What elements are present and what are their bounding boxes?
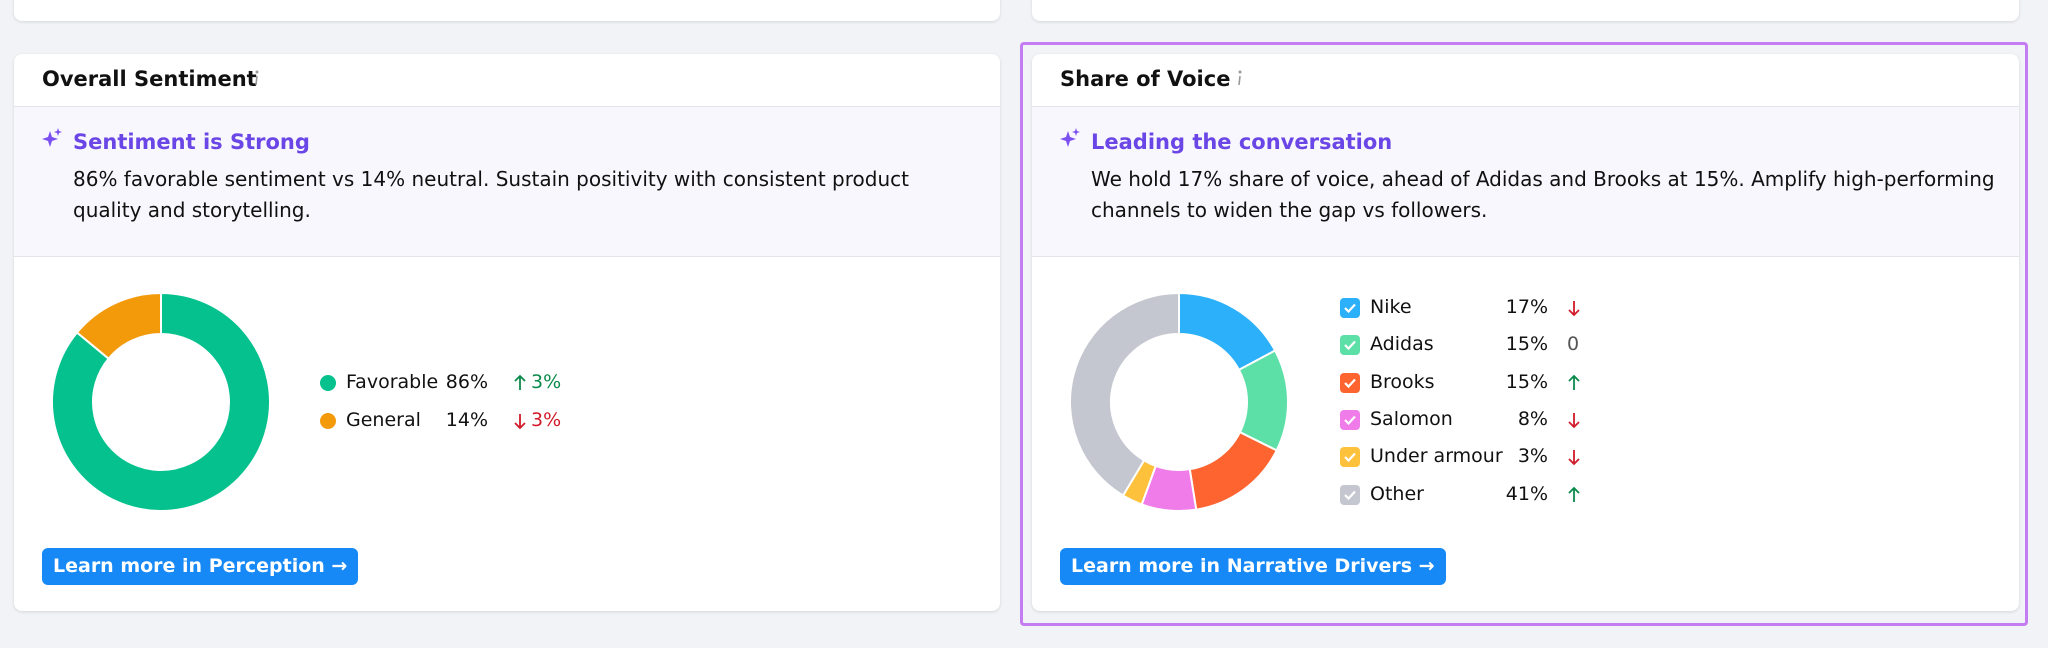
legend-value: 15% [1505,370,1548,393]
checkbox-tick [1344,341,1356,351]
card-top [1032,0,2019,21]
legend-name: Other [1370,482,1424,505]
trend-arrow [1568,374,1580,390]
insight: Sentiment is Strong 86% favorable sentime… [14,106,1000,257]
info-stem [255,75,258,86]
legend-checkbox[interactable] [1340,409,1360,430]
card: Overall Sentiment Sentiment is Strong 86% … [14,54,1000,611]
legend-change: 3% [531,371,562,393]
donut-segment [51,291,271,512]
checkbox-tick [1344,378,1356,388]
legend-value: 86% [445,371,488,393]
selection-outline [1020,42,2028,626]
checkbox-box [1340,409,1360,430]
checkbox-box [1340,335,1360,356]
legend-checkbox[interactable] [1340,298,1360,318]
legend-name: Nike [1370,296,1412,318]
info-dot [1238,70,1242,74]
arrow-path [1568,486,1580,502]
trend-arrow [1568,450,1580,466]
insight-text: 86% favorable sentiment vs 14% neutral. … [73,167,909,222]
checkbox-box [1340,447,1360,468]
card-title: Overall Sentiment [42,67,257,91]
insight-heading: Sentiment is Strong [73,130,310,154]
arrow-path [514,413,526,429]
legend-name: Brooks [1370,370,1435,393]
checkbox-box [1340,372,1360,393]
legend-value: 14% [445,408,488,431]
sparkle-icon [42,128,62,147]
arrow-path [1568,412,1580,429]
donut [51,291,271,512]
trend-arrow [1568,412,1580,429]
legend-checkbox[interactable] [1340,484,1360,505]
donut-segment [75,291,162,361]
arrow-path [1568,450,1580,466]
arrow-path [1568,301,1580,317]
sparkle [42,128,62,147]
sparkle [1060,128,1080,147]
legend-value: 41% [1505,482,1548,505]
insight: Leading the conversation We hold 17% shar… [1032,106,2019,257]
trend-arrow [1568,301,1580,317]
legend-checkbox[interactable] [1340,372,1360,393]
donut-segment [1069,291,1180,497]
card-top [14,0,1000,21]
legend-name: Favorable [346,371,439,393]
legend-dot [320,412,336,429]
arrow-path [514,374,526,390]
checkbox-box [1340,484,1360,505]
cta-button[interactable]: Learn more in Narrative Drivers → [1060,548,1446,585]
donut [1069,291,1289,512]
legend-value: 17% [1505,296,1548,318]
arrow-path [1568,374,1580,390]
donut-segment [1188,430,1279,511]
legend-value: 8% [1517,407,1548,430]
info-stem [1238,75,1242,86]
trend-arrow [514,413,526,429]
legend-value: 3% [1517,445,1548,468]
legend-name: Under armour [1370,445,1503,468]
info-dot [255,70,259,74]
info-icon [255,70,259,86]
legend-checkbox[interactable] [1340,335,1360,356]
legend-checkbox[interactable] [1340,447,1360,468]
legend-name: Adidas [1370,333,1434,356]
legend-name: General [346,408,421,431]
legend-change: 0 [1567,333,1580,356]
sparkle-icon [1060,128,1080,147]
legend-name: Salomon [1370,407,1453,430]
trend-arrow [514,374,526,390]
trend-arrow [1568,486,1580,502]
insight-text: We hold 17% share of voice, ahead of Adi… [1091,167,1995,222]
checkbox-tick [1344,303,1356,314]
info-icon [1238,70,1242,86]
checkbox-box [1340,298,1360,318]
cta-button[interactable]: Learn more in Perception → [42,548,359,585]
card-title: Share of Voice [1060,67,1231,91]
checkbox-tick [1344,490,1356,500]
card: Share of Voice Leading the conversation We… [1032,54,2019,611]
legend-dot [320,375,336,391]
legend-value: 15% [1505,333,1548,356]
checkbox-tick [1344,415,1356,425]
checkbox-tick [1344,452,1356,463]
insight-heading: Leading the conversation [1091,130,1393,154]
legend-change: 3% [531,408,562,431]
